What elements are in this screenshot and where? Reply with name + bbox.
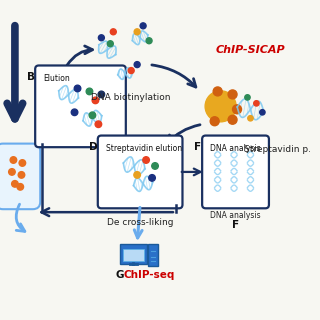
Circle shape [134,172,140,178]
FancyBboxPatch shape [123,249,144,261]
Circle shape [10,157,17,163]
Text: B: B [27,72,35,82]
Circle shape [205,91,236,122]
Text: G: G [115,270,124,280]
Circle shape [146,38,152,44]
Circle shape [95,121,102,127]
Circle shape [110,29,116,35]
Circle shape [98,35,104,41]
Circle shape [134,62,140,68]
Text: Elution: Elution [43,75,70,84]
Circle shape [140,23,146,29]
Circle shape [19,160,26,166]
Circle shape [86,88,93,95]
Text: ChIP-seq: ChIP-seq [124,270,175,280]
Text: F: F [232,220,239,230]
Circle shape [89,112,96,118]
Circle shape [213,87,222,96]
Circle shape [260,110,265,115]
Circle shape [152,163,158,169]
Circle shape [92,97,99,104]
FancyBboxPatch shape [120,244,147,264]
Text: DNA biotinylation: DNA biotinylation [92,93,171,102]
Circle shape [228,90,237,99]
Circle shape [245,95,250,100]
Circle shape [98,91,105,98]
Circle shape [134,29,140,35]
FancyBboxPatch shape [202,136,269,208]
Circle shape [71,109,78,116]
Circle shape [210,117,219,126]
Text: DNA analysis: DNA analysis [210,145,261,154]
Circle shape [107,41,113,47]
Circle shape [149,175,155,181]
Circle shape [143,157,149,163]
FancyBboxPatch shape [35,66,126,147]
Text: ChIP-SICAP: ChIP-SICAP [216,45,285,55]
Circle shape [74,85,81,92]
Circle shape [12,180,18,187]
Circle shape [248,116,253,121]
FancyBboxPatch shape [0,144,40,209]
FancyBboxPatch shape [148,244,158,266]
Circle shape [233,105,242,114]
Circle shape [17,184,24,190]
Text: Streptavidin p.: Streptavidin p. [244,145,311,154]
Text: Streptavidin elution: Streptavidin elution [106,145,182,154]
Circle shape [128,68,134,74]
Text: De cross-liking: De cross-liking [107,218,173,227]
Text: D: D [90,142,98,152]
Circle shape [9,169,15,175]
Circle shape [254,101,259,106]
Text: F: F [194,142,201,152]
Circle shape [18,172,25,178]
Text: DNA analysis: DNA analysis [210,211,261,220]
Circle shape [228,115,237,124]
FancyBboxPatch shape [98,136,182,208]
